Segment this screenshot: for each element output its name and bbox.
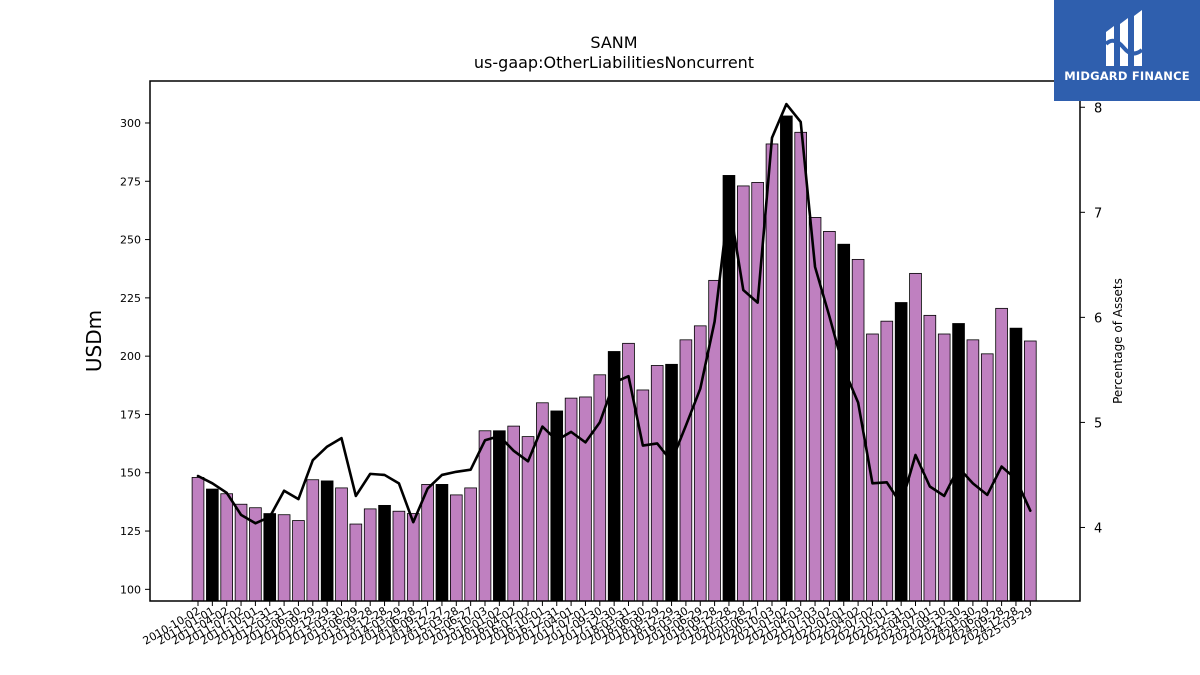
y-tick-label: 125 (120, 525, 141, 538)
bar-2023-09-30 (937, 333, 951, 602)
y2-axis-label: Percentage of Assets (1111, 278, 1125, 404)
y-tick-label: 225 (120, 292, 141, 305)
bar-2011-04-02 (220, 493, 234, 602)
bar-2015-10-03 (478, 430, 492, 602)
bar-2018-09-29 (650, 365, 664, 602)
bar-2015-06-27 (464, 487, 477, 602)
bar-2022-10-01 (880, 320, 894, 602)
bar-2021-04-03 (794, 131, 807, 602)
y-tick-label: 200 (120, 350, 141, 363)
chart-title: SANM (590, 33, 637, 52)
bar-2018-12-29 (665, 363, 678, 602)
bar-2012-03-31 (277, 514, 291, 602)
y-axis-right: 4 5 6 7 8 (1080, 101, 1102, 536)
bar-2021-01-02 (780, 115, 793, 602)
bar-2016-01-02 (493, 430, 506, 602)
y-axis-label: USDm (82, 310, 106, 372)
midgard-finance-logo: MIDGARD FINANCE (1054, 0, 1200, 101)
bar-2016-10-01 (536, 402, 549, 602)
bar-2023-07-01 (923, 314, 937, 602)
y2-tick-label: 4 (1094, 521, 1102, 536)
bar-2013-09-28 (363, 508, 377, 602)
y-tick-label: 300 (120, 117, 141, 130)
bar-2023-12-30 (952, 323, 965, 602)
bar-2014-06-28 (406, 513, 420, 602)
bar-2025-03-29 (1024, 340, 1037, 602)
x-axis: 2010-10-022011-01-012011-04-022011-07-02… (141, 601, 1035, 648)
y-tick-label: 100 (120, 583, 141, 596)
bar-2012-09-29 (306, 479, 320, 602)
bar-2024-12-28 (1009, 327, 1023, 602)
bar-2021-10-02 (823, 230, 836, 602)
bar-2021-07-03 (808, 217, 822, 602)
bar-2022-12-31 (894, 302, 908, 602)
bar-2013-12-28 (378, 504, 391, 602)
bar-2020-03-28 (737, 185, 750, 602)
bar-2019-03-30 (679, 339, 693, 602)
y2-tick-label: 7 (1094, 206, 1102, 221)
bar-2024-03-30 (966, 339, 980, 602)
bar-2017-04-01 (564, 397, 578, 602)
y2-tick-label: 8 (1094, 101, 1102, 116)
y2-tick-label: 6 (1094, 311, 1102, 326)
bar-2023-04-01 (909, 272, 922, 602)
bar-2014-12-27 (435, 484, 449, 602)
bar-2017-12-30 (607, 351, 621, 602)
bar-2010-10-02 (191, 477, 205, 602)
bar-2024-06-29 (980, 353, 994, 602)
bar-2019-09-28 (708, 279, 721, 602)
bars-group (191, 115, 1037, 602)
bar-2014-09-27 (421, 484, 434, 602)
y-tick-label: 275 (120, 175, 141, 188)
y-tick-label: 175 (120, 408, 141, 421)
bar-2011-01-01 (206, 488, 219, 602)
bar-2015-03-28 (449, 494, 463, 602)
chart-subtitle: us-gaap:OtherLiabilitiesNoncurrent (474, 53, 754, 72)
logo-text: MIDGARD FINANCE (1064, 69, 1190, 83)
y-tick-label: 150 (120, 467, 141, 480)
logo-mark-icon (1104, 10, 1144, 66)
bar-2017-07-01 (579, 396, 592, 602)
bar-2012-12-29 (320, 480, 334, 602)
y-tick-label: 250 (120, 234, 141, 247)
bar-2024-09-28 (995, 307, 1008, 602)
bar-2013-06-29 (349, 523, 363, 602)
bar-2013-03-30 (335, 487, 348, 602)
y2-tick-label: 5 (1094, 416, 1102, 431)
bar-2011-12-31 (263, 513, 277, 602)
y-axis-left: 100 125 150 175 200 225 250 275 300 (120, 117, 150, 596)
bar-2012-06-30 (292, 520, 305, 602)
bar-2014-03-29 (392, 510, 406, 602)
plot-frame (149, 80, 1081, 602)
bar-2020-10-03 (765, 143, 779, 602)
percentage-of-assets-line (196, 102, 1032, 525)
bar-2022-01-01 (837, 243, 851, 602)
